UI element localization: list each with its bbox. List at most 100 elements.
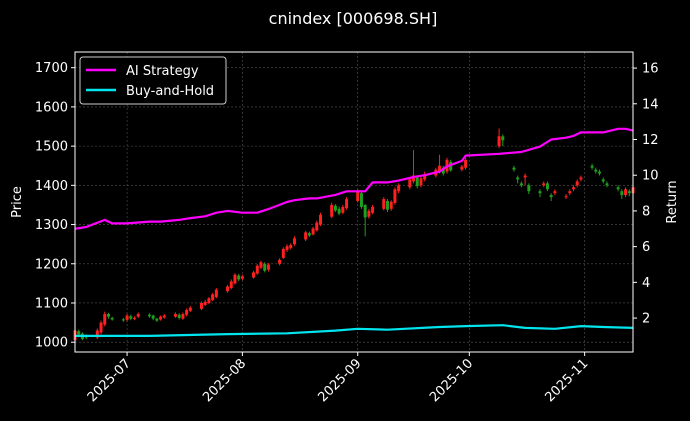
candle-body [497,136,501,147]
candle-body [147,314,151,317]
y-left-tick-label: 1500 [35,140,68,155]
candle-body [371,206,375,213]
candle-body [441,167,445,174]
candle-body [162,315,166,318]
candle-body [408,179,412,188]
candle-body [382,199,386,209]
candle-body [281,248,285,258]
candle-body [601,179,605,182]
candle-body [307,233,311,236]
candle-body [519,183,523,186]
candle-body [605,183,609,186]
candle-body [516,177,520,180]
candle-body [181,313,185,319]
candle-body [464,159,468,168]
candle-body [363,204,367,218]
candle-body [415,177,419,187]
candle-body [389,201,393,209]
candle-body [501,136,505,141]
candle-body [151,315,155,319]
candle-body [337,208,341,214]
y-left-tick-label: 1300 [35,218,68,233]
candle-body [159,316,163,320]
candle-body [95,330,99,338]
candle-body [564,196,568,198]
candle-body [203,301,207,305]
y-axis-right-label: Return [665,180,680,223]
candle-body [319,214,323,225]
candle-body [136,313,140,317]
candle-body [538,191,542,194]
y-axis-left-label: Price [10,186,25,218]
candle-body [598,171,602,174]
candle-body [240,276,244,279]
y-right-tick-label: 8 [642,204,650,219]
candle-body [627,191,631,194]
candle-body [155,318,159,321]
y-left-tick-label: 1700 [35,61,68,76]
candle-body [263,263,267,271]
candle-body [523,175,527,178]
candle-body [385,201,389,210]
candle-body [237,275,241,280]
candle-body [575,181,579,186]
y-right-tick-label: 4 [642,276,650,291]
candle-body [512,167,516,170]
y-right-tick-label: 16 [642,62,659,77]
candle-body [292,238,296,245]
legend-box [79,56,227,105]
legend: AI Strategy Buy-and-Hold [79,56,227,105]
candle-body [542,183,546,186]
candle-body [188,307,192,311]
y-left-tick-label: 1600 [35,100,68,115]
y-right-tick-label: 12 [642,133,659,148]
candle-body [185,310,189,315]
y-left-tick-label: 1000 [35,336,68,351]
candle-body [315,222,319,231]
candle-body [438,165,442,172]
candle-body [106,313,110,317]
candle-body [341,206,345,213]
candle-body [233,274,237,284]
candle-body [460,166,464,170]
candle-body [207,298,211,303]
candle-body [423,174,427,180]
candle-body [393,189,397,203]
candle-body [359,193,363,207]
candle-body [620,191,624,196]
y-right-tick-label: 14 [642,97,659,112]
candle-body [616,187,620,190]
candle-body [397,185,401,192]
candle-body [345,199,349,209]
y-left-tick-label: 1100 [35,296,68,311]
candle-body [99,322,103,333]
y-right-tick-label: 6 [642,240,650,255]
y-left-tick-label: 1400 [35,179,68,194]
series-line-buy-and-hold [75,324,634,337]
candle-body [356,191,360,202]
grid [75,52,633,352]
candle-body [289,244,293,249]
candle-body [590,165,594,168]
candle-body [571,187,575,190]
candle-body [278,259,282,264]
candle-body [266,264,270,270]
candle-body [226,286,230,292]
series-lines [74,127,634,337]
y-right-tick-label: 10 [642,169,659,184]
candle-body [527,185,531,192]
y-left-tick-label: 1200 [35,257,68,272]
candle-body [252,272,256,278]
candle-body [177,314,181,318]
candle-body [125,315,129,320]
candle-body [77,331,81,335]
y-axis-left: 1000 1100 1200 1300 1400 1500 1600 1700 [35,61,75,351]
candle-body [229,281,233,289]
candle-body [367,210,371,217]
candle-body [419,178,423,186]
legend-entry-ai-strategy: AI Strategy [126,64,199,79]
legend-entry-buy-and-hold: Buy-and-Hold [126,84,214,99]
candle-body [199,302,203,309]
candle-body [103,313,107,325]
